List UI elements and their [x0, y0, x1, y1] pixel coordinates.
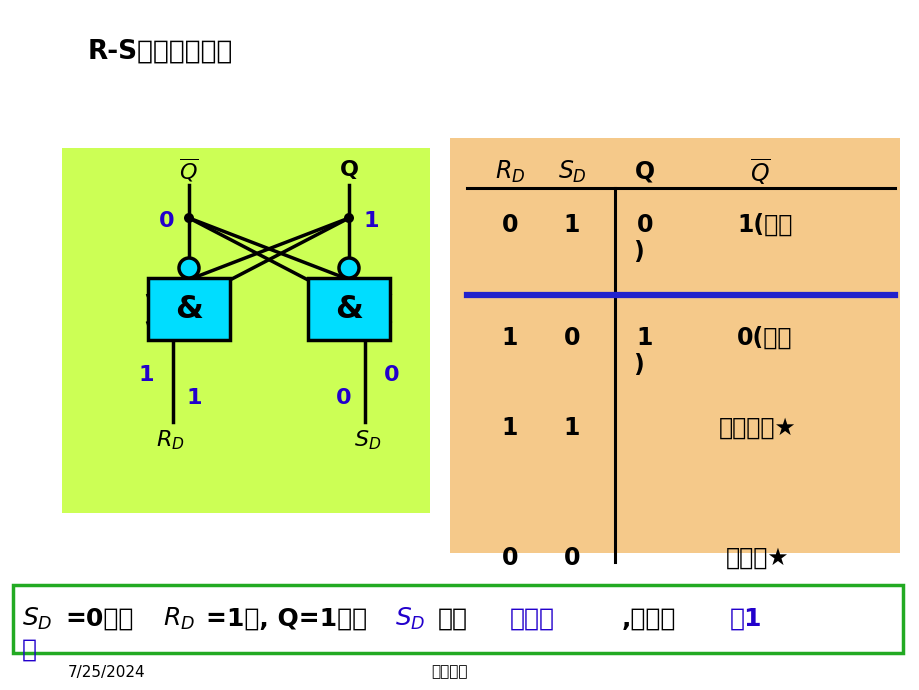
- Text: 1: 1: [501, 416, 517, 440]
- Text: &: &: [175, 293, 203, 324]
- Text: 1: 1: [501, 326, 517, 350]
- Text: $R_D$: $R_D$: [163, 606, 195, 632]
- Text: $\overline{Q}$: $\overline{Q}$: [749, 157, 769, 187]
- Text: 0: 0: [563, 546, 580, 570]
- FancyBboxPatch shape: [308, 278, 390, 340]
- FancyBboxPatch shape: [62, 148, 429, 513]
- Text: 电工技术: 电工技术: [431, 664, 468, 680]
- Circle shape: [179, 258, 199, 278]
- Text: $\overline{Q}$: $\overline{Q}$: [179, 157, 199, 184]
- Text: R-S触发器真值表: R-S触发器真值表: [88, 39, 233, 65]
- Text: Q: Q: [634, 160, 654, 184]
- Text: $S_D$: $S_D$: [354, 428, 380, 452]
- Text: 端: 端: [22, 638, 37, 662]
- Text: &: &: [335, 293, 362, 324]
- Text: ,或称为: ,或称为: [621, 607, 675, 631]
- Text: 称为: 称为: [437, 607, 468, 631]
- FancyBboxPatch shape: [449, 138, 899, 553]
- Text: 保持原状★: 保持原状★: [719, 416, 796, 440]
- Text: 置位端: 置位端: [509, 607, 554, 631]
- Text: 0(置位: 0(置位: [736, 326, 792, 350]
- Text: 0: 0: [335, 388, 351, 408]
- Text: 1: 1: [363, 211, 379, 231]
- Text: 置1: 置1: [729, 607, 762, 631]
- Circle shape: [338, 258, 358, 278]
- Text: 1: 1: [563, 416, 580, 440]
- Text: 1(复位: 1(复位: [736, 213, 792, 237]
- Text: 0: 0: [159, 211, 175, 231]
- Text: $S_D$: $S_D$: [22, 606, 52, 632]
- Text: 0: 0: [501, 213, 517, 237]
- Text: 0: 0: [636, 213, 652, 237]
- Text: =0同时: =0同时: [65, 607, 133, 631]
- Text: 1: 1: [636, 326, 652, 350]
- Text: 7/25/2024: 7/25/2024: [68, 664, 145, 680]
- Text: $R_D$: $R_D$: [494, 159, 525, 185]
- FancyBboxPatch shape: [148, 278, 230, 340]
- Text: =1时, Q=1。故: =1时, Q=1。故: [206, 607, 367, 631]
- Circle shape: [344, 213, 354, 223]
- FancyBboxPatch shape: [13, 585, 902, 653]
- Text: ): ): [632, 353, 643, 377]
- Text: $S_D$: $S_D$: [394, 606, 425, 632]
- Text: Q: Q: [339, 160, 358, 180]
- Text: 0: 0: [563, 326, 580, 350]
- Text: 0: 0: [501, 546, 517, 570]
- Text: $R_D$: $R_D$: [156, 428, 185, 452]
- Text: ): ): [632, 240, 643, 264]
- Circle shape: [184, 213, 194, 223]
- Text: $S_D$: $S_D$: [557, 159, 585, 185]
- Text: 1: 1: [563, 213, 580, 237]
- Text: 0: 0: [383, 365, 399, 385]
- Text: 1: 1: [187, 388, 202, 408]
- Text: 不确定★: 不确定★: [725, 546, 789, 570]
- Text: 1: 1: [139, 365, 154, 385]
